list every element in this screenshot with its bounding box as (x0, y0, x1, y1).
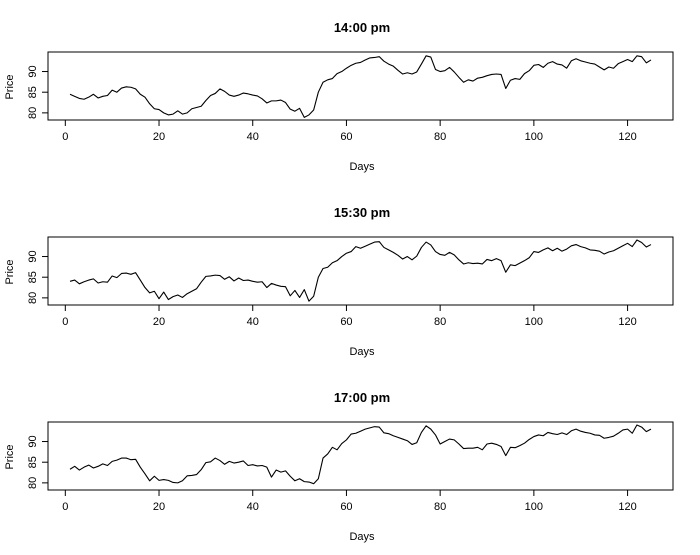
price-line-1700 (69, 424, 652, 485)
x-tick-label: 60 (340, 501, 352, 513)
y-tick-label: 90 (27, 435, 39, 447)
chart-title: 15:30 pm (334, 205, 390, 220)
x-tick-label: 40 (247, 316, 259, 328)
plot-frame (47, 236, 674, 306)
y-tick-label: 85 (27, 456, 39, 468)
x-tick-label: 120 (618, 501, 636, 513)
y-tick-label: 80 (27, 477, 39, 489)
x-tick-label: 100 (525, 316, 543, 328)
x-tick-label: 0 (62, 501, 68, 513)
chart-panel-1530: 15:30 pm Days Price 0 20 40 60 80 100 120 80 85… (4, 205, 674, 358)
x-tick-label: 120 (618, 316, 636, 328)
y-axis: 80 85 90 (27, 435, 48, 489)
x-axis-label: Days (349, 161, 375, 173)
y-axis-label: Price (4, 444, 16, 469)
x-tick-label: 100 (525, 131, 543, 143)
x-tick-label: 60 (340, 316, 352, 328)
x-axis: 0 20 40 60 80 100 120 (62, 490, 637, 513)
y-axis: 80 85 90 (27, 65, 48, 119)
x-tick-label: 60 (340, 131, 352, 143)
y-tick-label: 85 (27, 86, 39, 98)
x-tick-label: 40 (247, 131, 259, 143)
chart-title: 14:00 pm (334, 20, 390, 35)
x-axis-label: Days (349, 346, 375, 358)
x-tick-label: 80 (434, 501, 446, 513)
y-axis-label: Price (4, 259, 16, 284)
x-tick-label: 0 (62, 316, 68, 328)
x-tick-label: 80 (434, 131, 446, 143)
x-axis-label: Days (349, 531, 375, 543)
x-tick-label: 100 (525, 501, 543, 513)
x-tick-label: 120 (618, 131, 636, 143)
plot-frame (47, 421, 674, 491)
x-tick-label: 20 (153, 131, 165, 143)
chart-title: 17:00 pm (334, 390, 390, 405)
price-line-1400 (69, 55, 652, 118)
x-tick-label: 20 (153, 501, 165, 513)
x-tick-label: 0 (62, 131, 68, 143)
y-tick-label: 90 (27, 65, 39, 77)
chart-panel-1700: 17:00 pm Days Price 0 20 40 60 80 100 120 80 85… (4, 390, 674, 543)
x-tick-label: 20 (153, 316, 165, 328)
y-tick-label: 85 (27, 271, 39, 283)
y-axis: 80 85 90 (27, 250, 48, 304)
x-axis: 0 20 40 60 80 100 120 (62, 305, 637, 328)
plot-frame (47, 51, 674, 121)
y-tick-label: 90 (27, 250, 39, 262)
price-line-1530 (69, 239, 652, 302)
y-tick-label: 80 (27, 107, 39, 119)
x-tick-label: 80 (434, 316, 446, 328)
y-axis-label: Price (4, 74, 16, 99)
chart-panel-1400: 14:00 pm Days Price 0 20 40 60 80 100 120 80 85… (4, 20, 674, 173)
y-tick-label: 80 (27, 292, 39, 304)
x-axis: 0 20 40 60 80 100 120 (62, 120, 637, 143)
x-tick-label: 40 (247, 501, 259, 513)
